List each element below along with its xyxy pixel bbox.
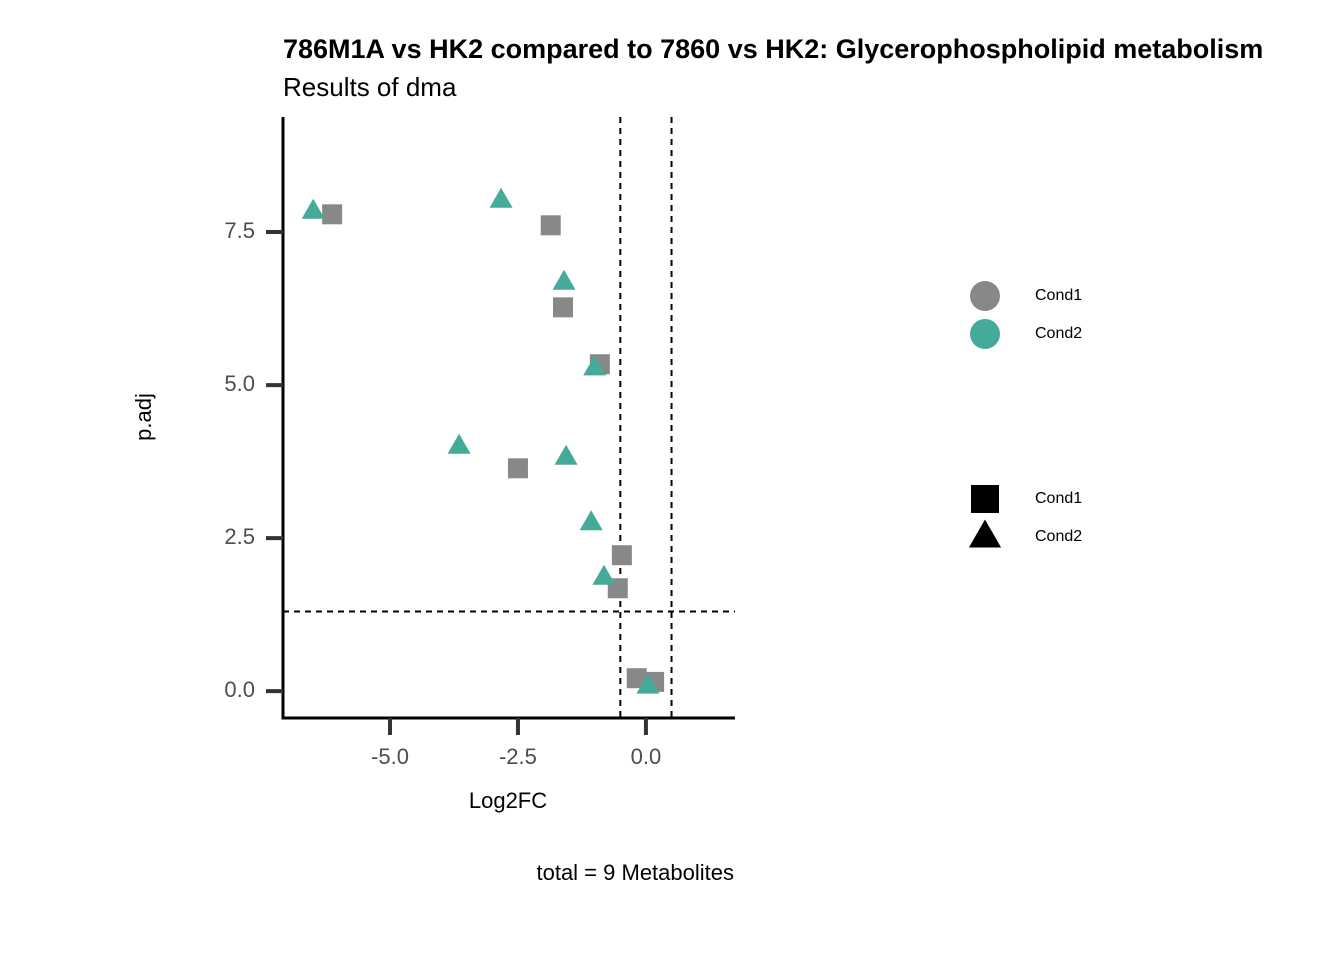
point [626,668,647,689]
legend-label: Cond2 [1035,325,1082,342]
point [583,355,607,376]
point [554,444,578,465]
point [552,269,576,290]
legend-key [968,519,1002,548]
x-axis-title: Log2FC [469,788,547,813]
legend-label: Cond1 [1035,490,1082,507]
chart-subtitle: Results of dma [283,72,457,102]
point [592,564,616,585]
y-axis-title: p.adj [131,393,156,441]
point [322,204,343,225]
point [489,187,513,208]
x-tick-label: -2.5 [499,744,537,769]
x-tick-label: -5.0 [371,744,409,769]
legend-key [970,319,1000,349]
y-tick-label: 0.0 [224,677,255,702]
legend-key [971,485,999,513]
x-tick-label: 0.0 [631,744,662,769]
y-tick-label: 2.5 [224,524,255,549]
point [540,215,561,236]
point [611,545,632,566]
legend-key [970,281,1000,311]
point [579,510,603,531]
point [447,433,471,454]
legend-label: Cond1 [1035,287,1082,304]
legend-label: Cond2 [1035,528,1082,545]
y-tick-label: 5.0 [224,371,255,396]
point [636,673,660,694]
point [301,198,325,219]
chart-title: 786M1A vs HK2 compared to 7860 vs HK2: G… [283,34,1263,64]
point [553,297,574,318]
caption: total = 9 Metabolites [536,860,734,885]
y-tick-label: 7.5 [224,218,255,243]
point [507,458,528,479]
